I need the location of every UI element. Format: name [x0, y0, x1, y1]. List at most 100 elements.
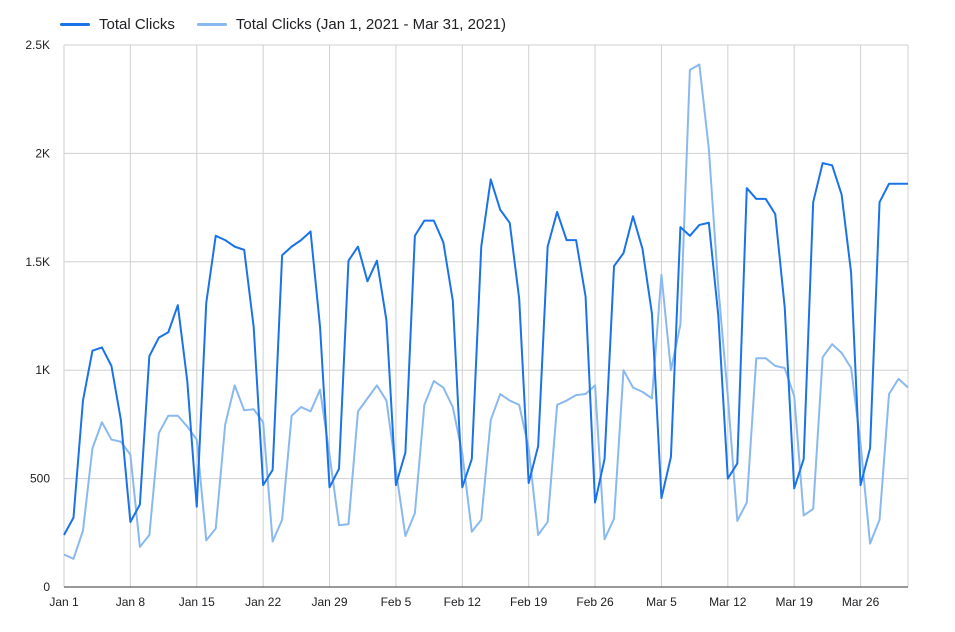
data-point[interactable] [754, 197, 758, 201]
data-point[interactable] [479, 518, 483, 522]
data-point[interactable] [593, 383, 597, 387]
data-point[interactable] [745, 186, 749, 190]
data-point[interactable] [735, 519, 739, 523]
data-point[interactable] [897, 182, 901, 186]
data-point[interactable] [242, 248, 246, 252]
data-point[interactable] [403, 534, 407, 538]
data-point[interactable] [195, 438, 199, 442]
data-point[interactable] [81, 399, 85, 403]
data-point[interactable] [109, 364, 113, 368]
data-point[interactable] [403, 451, 407, 455]
series-line-1[interactable] [63, 162, 908, 536]
data-point[interactable] [897, 377, 901, 381]
data-point[interactable] [584, 392, 588, 396]
data-point[interactable] [128, 453, 132, 457]
data-point[interactable] [906, 386, 910, 390]
data-point[interactable] [802, 457, 806, 461]
data-point[interactable] [802, 513, 806, 517]
data-point[interactable] [555, 403, 559, 407]
data-point[interactable] [878, 200, 882, 204]
data-point[interactable] [498, 208, 502, 212]
data-point[interactable] [840, 351, 844, 355]
data-point[interactable] [612, 264, 616, 268]
data-point[interactable] [157, 336, 161, 340]
data-point[interactable] [441, 386, 445, 390]
data-point[interactable] [612, 517, 616, 521]
data-point[interactable] [859, 483, 863, 487]
data-point[interactable] [726, 477, 730, 481]
data-point[interactable] [337, 467, 341, 471]
data-point[interactable] [754, 356, 758, 360]
data-point[interactable] [707, 147, 711, 151]
data-point[interactable] [185, 425, 189, 429]
data-point[interactable] [204, 301, 208, 305]
data-point[interactable] [223, 422, 227, 426]
data-point[interactable] [204, 538, 208, 542]
data-point[interactable] [726, 394, 730, 398]
data-point[interactable] [868, 446, 872, 450]
data-point[interactable] [640, 390, 644, 394]
data-point[interactable] [584, 294, 588, 298]
data-point[interactable] [195, 505, 199, 509]
data-point[interactable] [508, 221, 512, 225]
data-point[interactable] [669, 455, 673, 459]
data-point[interactable] [659, 273, 663, 277]
data-point[interactable] [451, 299, 455, 303]
data-point[interactable] [176, 303, 180, 307]
data-point[interactable] [166, 414, 170, 418]
data-point[interactable] [735, 461, 739, 465]
data-point[interactable] [603, 537, 607, 541]
data-point[interactable] [555, 210, 559, 214]
data-point[interactable] [62, 533, 66, 537]
data-point[interactable] [622, 251, 626, 255]
data-point[interactable] [878, 518, 882, 522]
data-point[interactable] [100, 345, 104, 349]
data-point[interactable] [280, 253, 284, 257]
data-point[interactable] [546, 245, 550, 249]
data-point[interactable] [650, 312, 654, 316]
data-point[interactable] [128, 520, 132, 524]
legend-item-series-1[interactable]: Total Clicks [60, 16, 175, 33]
data-point[interactable] [290, 245, 294, 249]
data-point[interactable] [565, 238, 569, 242]
data-point[interactable] [242, 408, 246, 412]
data-point[interactable] [176, 414, 180, 418]
data-point[interactable] [821, 355, 825, 359]
data-point[interactable] [783, 305, 787, 309]
data-point[interactable] [365, 279, 369, 283]
data-point[interactable] [688, 68, 692, 72]
data-point[interactable] [299, 405, 303, 409]
data-point[interactable] [271, 539, 275, 543]
data-point[interactable] [432, 379, 436, 383]
data-point[interactable] [868, 542, 872, 546]
data-point[interactable] [498, 392, 502, 396]
data-point[interactable] [517, 403, 521, 407]
data-point[interactable] [716, 314, 720, 318]
data-point[interactable] [849, 271, 853, 275]
data-point[interactable] [413, 234, 417, 238]
data-point[interactable] [764, 356, 768, 360]
data-point[interactable] [536, 444, 540, 448]
data-point[interactable] [185, 379, 189, 383]
data-point[interactable] [384, 399, 388, 403]
data-point[interactable] [147, 354, 151, 358]
data-point[interactable] [470, 457, 474, 461]
data-point[interactable] [62, 552, 66, 556]
data-point[interactable] [138, 503, 142, 507]
data-point[interactable] [394, 483, 398, 487]
data-point[interactable] [157, 431, 161, 435]
data-point[interactable] [773, 364, 777, 368]
data-point[interactable] [252, 407, 256, 411]
data-point[interactable] [290, 414, 294, 418]
data-point[interactable] [138, 545, 142, 549]
data-point[interactable] [517, 297, 521, 301]
data-point[interactable] [640, 247, 644, 251]
data-point[interactable] [811, 200, 815, 204]
data-point[interactable] [90, 349, 94, 353]
data-point[interactable] [697, 63, 701, 67]
data-point[interactable] [460, 485, 464, 489]
data-point[interactable] [697, 223, 701, 227]
data-point[interactable] [356, 245, 360, 249]
data-point[interactable] [375, 383, 379, 387]
data-point[interactable] [773, 212, 777, 216]
